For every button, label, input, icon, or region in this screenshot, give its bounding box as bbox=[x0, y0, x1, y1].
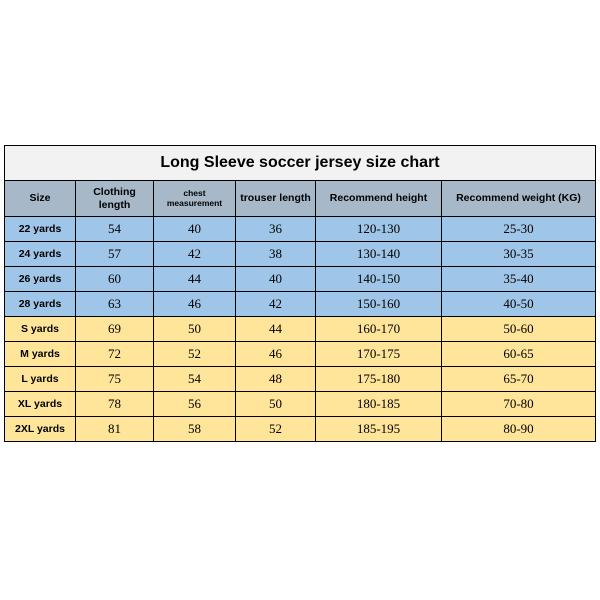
value-cell: 75 bbox=[76, 367, 154, 392]
col-clothing-length: Clothing length bbox=[76, 181, 154, 217]
size-cell: M yards bbox=[4, 342, 76, 367]
value-cell: 65-70 bbox=[442, 367, 596, 392]
table-row: 26 yards604440140-15035-40 bbox=[4, 267, 596, 292]
col-size: Size bbox=[4, 181, 76, 217]
value-cell: 40 bbox=[154, 217, 236, 242]
value-cell: 46 bbox=[154, 292, 236, 317]
table-title: Long Sleeve soccer jersey size chart bbox=[4, 145, 596, 181]
value-cell: 50 bbox=[154, 317, 236, 342]
size-chart-table: Long Sleeve soccer jersey size chart Siz… bbox=[4, 145, 596, 442]
size-cell: 26 yards bbox=[4, 267, 76, 292]
value-cell: 81 bbox=[76, 417, 154, 442]
table-row: L yards755448175-18065-70 bbox=[4, 367, 596, 392]
table-row: M yards725246170-17560-65 bbox=[4, 342, 596, 367]
table-row: 24 yards574238130-14030-35 bbox=[4, 242, 596, 267]
value-cell: 175-180 bbox=[316, 367, 442, 392]
value-cell: 160-170 bbox=[316, 317, 442, 342]
value-cell: 120-130 bbox=[316, 217, 442, 242]
value-cell: 38 bbox=[236, 242, 316, 267]
value-cell: 180-185 bbox=[316, 392, 442, 417]
value-cell: 185-195 bbox=[316, 417, 442, 442]
size-cell: 28 yards bbox=[4, 292, 76, 317]
table-row: 2XL yards815852185-19580-90 bbox=[4, 417, 596, 442]
col-trouser-length: trouser length bbox=[236, 181, 316, 217]
value-cell: 150-160 bbox=[316, 292, 442, 317]
value-cell: 72 bbox=[76, 342, 154, 367]
value-cell: 78 bbox=[76, 392, 154, 417]
size-cell: XL yards bbox=[4, 392, 76, 417]
value-cell: 35-40 bbox=[442, 267, 596, 292]
value-cell: 58 bbox=[154, 417, 236, 442]
value-cell: 52 bbox=[154, 342, 236, 367]
table-row: S yards695044160-17050-60 bbox=[4, 317, 596, 342]
value-cell: 57 bbox=[76, 242, 154, 267]
table-row: XL yards785650180-18570-80 bbox=[4, 392, 596, 417]
value-cell: 69 bbox=[76, 317, 154, 342]
value-cell: 50-60 bbox=[442, 317, 596, 342]
value-cell: 170-175 bbox=[316, 342, 442, 367]
col-chest: chest measurement bbox=[154, 181, 236, 217]
value-cell: 42 bbox=[236, 292, 316, 317]
value-cell: 42 bbox=[154, 242, 236, 267]
value-cell: 60 bbox=[76, 267, 154, 292]
size-cell: 22 yards bbox=[4, 217, 76, 242]
value-cell: 54 bbox=[76, 217, 154, 242]
value-cell: 56 bbox=[154, 392, 236, 417]
table-row: 22 yards544036120-13025-30 bbox=[4, 217, 596, 242]
table-body: 22 yards544036120-13025-3024 yards574238… bbox=[4, 217, 596, 442]
value-cell: 63 bbox=[76, 292, 154, 317]
value-cell: 46 bbox=[236, 342, 316, 367]
value-cell: 130-140 bbox=[316, 242, 442, 267]
value-cell: 80-90 bbox=[442, 417, 596, 442]
value-cell: 40-50 bbox=[442, 292, 596, 317]
value-cell: 25-30 bbox=[442, 217, 596, 242]
size-cell: 2XL yards bbox=[4, 417, 76, 442]
value-cell: 44 bbox=[154, 267, 236, 292]
value-cell: 44 bbox=[236, 317, 316, 342]
table-row: 28 yards634642150-16040-50 bbox=[4, 292, 596, 317]
col-rec-height: Recommend height bbox=[316, 181, 442, 217]
value-cell: 140-150 bbox=[316, 267, 442, 292]
size-cell: 24 yards bbox=[4, 242, 76, 267]
table-header-row: Size Clothing length chest measurement t… bbox=[4, 181, 596, 217]
size-cell: L yards bbox=[4, 367, 76, 392]
value-cell: 70-80 bbox=[442, 392, 596, 417]
col-rec-weight: Recommend weight (KG) bbox=[442, 181, 596, 217]
value-cell: 60-65 bbox=[442, 342, 596, 367]
value-cell: 36 bbox=[236, 217, 316, 242]
value-cell: 40 bbox=[236, 267, 316, 292]
value-cell: 50 bbox=[236, 392, 316, 417]
value-cell: 54 bbox=[154, 367, 236, 392]
value-cell: 48 bbox=[236, 367, 316, 392]
value-cell: 52 bbox=[236, 417, 316, 442]
size-cell: S yards bbox=[4, 317, 76, 342]
value-cell: 30-35 bbox=[442, 242, 596, 267]
